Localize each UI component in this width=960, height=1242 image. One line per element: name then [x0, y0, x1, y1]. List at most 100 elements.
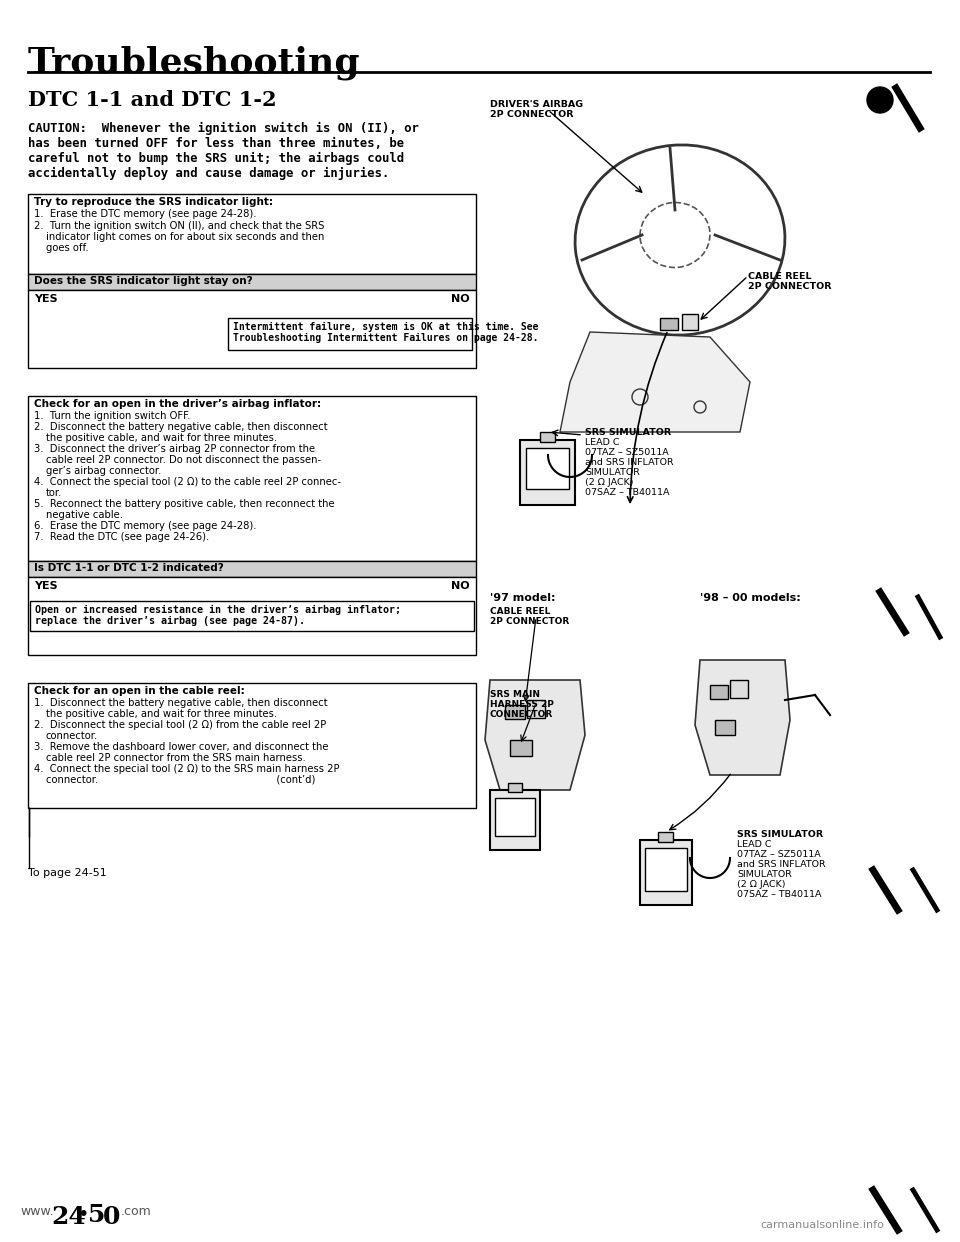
- Text: 4.  Connect the special tool (2 Ω) to the SRS main harness 2P: 4. Connect the special tool (2 Ω) to the…: [34, 764, 340, 774]
- Text: (2 Ω JACK): (2 Ω JACK): [737, 881, 785, 889]
- Bar: [28, 194, 476, 274]
- Text: careful not to bump the SRS unit; the airbags could: careful not to bump the SRS unit; the ai…: [28, 152, 404, 165]
- Text: 1.  Turn the ignition switch OFF.: 1. Turn the ignition switch OFF.: [34, 411, 190, 421]
- Text: 2.  Turn the ignition switch ON (II), and check that the SRS: 2. Turn the ignition switch ON (II), and…: [34, 221, 324, 231]
- Text: www.: www.: [20, 1205, 54, 1218]
- Text: goes off.: goes off.: [46, 243, 88, 253]
- Text: the positive cable, and wait for three minutes.: the positive cable, and wait for three m…: [46, 433, 277, 443]
- Text: connector.: connector.: [46, 732, 98, 741]
- Text: accidentally deploy and cause damage or injuries.: accidentally deploy and cause damage or …: [28, 166, 390, 180]
- Bar: [682, 314, 698, 330]
- Bar: [658, 832, 673, 842]
- Text: 5.  Reconnect the battery positive cable, then reconnect the: 5. Reconnect the battery positive cable,…: [34, 499, 335, 509]
- Text: Open or increased resistance in the driver’s airbag inflator;: Open or increased resistance in the driv…: [35, 605, 401, 615]
- Bar: [28, 289, 476, 368]
- Text: (2 Ω JACK): (2 Ω JACK): [585, 478, 634, 487]
- Text: indicator light comes on for about six seconds and then: indicator light comes on for about six s…: [46, 232, 324, 242]
- Text: SIMULATOR: SIMULATOR: [737, 869, 792, 879]
- Bar: [490, 790, 540, 850]
- Text: DTC 1-1 and DTC 1-2: DTC 1-1 and DTC 1-2: [28, 89, 276, 111]
- Text: YES: YES: [34, 581, 58, 591]
- Bar: [540, 432, 555, 442]
- Text: 5: 5: [88, 1203, 106, 1227]
- Text: carmanualsonline.info: carmanualsonline.info: [760, 1220, 884, 1230]
- Text: ger’s airbag connector.: ger’s airbag connector.: [46, 466, 161, 476]
- Circle shape: [867, 87, 893, 113]
- Text: To page 24-51: To page 24-51: [28, 868, 107, 878]
- Text: CABLE REEL: CABLE REEL: [748, 272, 811, 281]
- Text: CABLE REEL: CABLE REEL: [490, 607, 550, 616]
- Text: 07TAZ – SZ5011A: 07TAZ – SZ5011A: [737, 850, 821, 859]
- Bar: [508, 782, 522, 792]
- Text: SIMULATOR: SIMULATOR: [585, 468, 640, 477]
- Text: 07TAZ – SZ5011A: 07TAZ – SZ5011A: [585, 448, 669, 457]
- Text: 2P CONNECTOR: 2P CONNECTOR: [490, 617, 569, 626]
- Text: HARNESS 2P: HARNESS 2P: [490, 700, 554, 709]
- Text: the positive cable, and wait for three minutes.: the positive cable, and wait for three m…: [46, 709, 277, 719]
- Text: YES: YES: [34, 294, 58, 304]
- Text: Intermittent failure, system is OK at this time. See: Intermittent failure, system is OK at th…: [233, 322, 539, 332]
- Text: SRS SIMULATOR: SRS SIMULATOR: [585, 428, 671, 437]
- Text: 2.  Disconnect the special tool (2 Ω) from the cable reel 2P: 2. Disconnect the special tool (2 Ω) fro…: [34, 720, 326, 730]
- Text: NO: NO: [451, 294, 470, 304]
- Text: connector.                                                         (cont’d): connector. (cont’d): [46, 775, 316, 785]
- Text: 07SAZ – TB4011A: 07SAZ – TB4011A: [585, 488, 669, 497]
- Bar: [505, 705, 525, 719]
- Text: LEAD C: LEAD C: [585, 438, 619, 447]
- Text: NO: NO: [451, 581, 470, 591]
- Bar: [28, 561, 476, 578]
- Text: CAUTION:  Whenever the ignition switch is ON (II), or: CAUTION: Whenever the ignition switch is…: [28, 122, 419, 135]
- Bar: [510, 740, 532, 756]
- Text: and SRS INFLATOR: and SRS INFLATOR: [585, 458, 674, 467]
- Polygon shape: [695, 660, 790, 775]
- Bar: [495, 799, 535, 836]
- Text: .com: .com: [121, 1205, 152, 1218]
- Bar: [710, 686, 728, 699]
- Text: Try to reproduce the SRS indicator light:: Try to reproduce the SRS indicator light…: [34, 197, 273, 207]
- Text: tor.: tor.: [46, 488, 62, 498]
- Bar: [526, 448, 569, 489]
- Text: SRS SIMULATOR: SRS SIMULATOR: [737, 830, 823, 840]
- Bar: [527, 700, 545, 718]
- Text: cable reel 2P connector. Do not disconnect the passen-: cable reel 2P connector. Do not disconne…: [46, 455, 322, 465]
- Text: has been turned OFF for less than three minutes, be: has been turned OFF for less than three …: [28, 137, 404, 150]
- Bar: [640, 840, 692, 905]
- Text: LEAD C: LEAD C: [737, 840, 772, 850]
- Text: '98 – 00 models:: '98 – 00 models:: [700, 592, 801, 604]
- Text: Check for an open in the cable reel:: Check for an open in the cable reel:: [34, 686, 245, 696]
- Text: replace the driver’s airbag (see page 24-87).: replace the driver’s airbag (see page 24…: [35, 616, 305, 626]
- Text: Check for an open in the driver’s airbag inflator:: Check for an open in the driver’s airbag…: [34, 399, 322, 409]
- Text: '97 model:: '97 model:: [490, 592, 556, 604]
- Text: 1.  Disconnect the battery negative cable, then disconnect: 1. Disconnect the battery negative cable…: [34, 698, 327, 708]
- Text: DRIVER'S AIRBAG: DRIVER'S AIRBAG: [490, 101, 583, 109]
- Bar: [730, 681, 748, 698]
- Text: •: •: [77, 1205, 88, 1225]
- Text: negative cable.: negative cable.: [46, 510, 123, 520]
- Text: 7.  Read the DTC (see page 24-26).: 7. Read the DTC (see page 24-26).: [34, 532, 209, 542]
- Text: Troubleshooting: Troubleshooting: [28, 46, 361, 81]
- Bar: [645, 848, 687, 891]
- Polygon shape: [560, 332, 750, 432]
- Text: Troubleshooting Intermittent Failures on page 24-28.: Troubleshooting Intermittent Failures on…: [233, 333, 539, 343]
- Bar: [660, 318, 678, 330]
- Text: 3.  Disconnect the driver’s airbag 2P connector from the: 3. Disconnect the driver’s airbag 2P con…: [34, 443, 315, 455]
- Bar: [228, 318, 472, 350]
- Text: CONNECTOR: CONNECTOR: [490, 710, 553, 719]
- Bar: [520, 440, 575, 505]
- Bar: [28, 274, 476, 289]
- Text: 2P CONNECTOR: 2P CONNECTOR: [748, 282, 831, 291]
- Text: 6.  Erase the DTC memory (see page 24-28).: 6. Erase the DTC memory (see page 24-28)…: [34, 520, 256, 532]
- Text: 07SAZ – TB4011A: 07SAZ – TB4011A: [737, 891, 822, 899]
- Bar: [28, 396, 476, 561]
- Text: 1.  Erase the DTC memory (see page 24-28).: 1. Erase the DTC memory (see page 24-28)…: [34, 209, 256, 219]
- Bar: [715, 720, 735, 735]
- Text: and SRS INFLATOR: and SRS INFLATOR: [737, 859, 826, 869]
- Bar: [30, 601, 474, 631]
- Polygon shape: [485, 681, 585, 790]
- Text: 3.  Remove the dashboard lower cover, and disconnect the: 3. Remove the dashboard lower cover, and…: [34, 741, 328, 751]
- Text: Is DTC 1-1 or DTC 1-2 indicated?: Is DTC 1-1 or DTC 1-2 indicated?: [34, 563, 224, 573]
- Text: 2P CONNECTOR: 2P CONNECTOR: [490, 111, 573, 119]
- Text: 2.  Disconnect the battery negative cable, then disconnect: 2. Disconnect the battery negative cable…: [34, 422, 327, 432]
- Text: 4.  Connect the special tool (2 Ω) to the cable reel 2P connec-: 4. Connect the special tool (2 Ω) to the…: [34, 477, 341, 487]
- Text: Does the SRS indicator light stay on?: Does the SRS indicator light stay on?: [34, 276, 252, 286]
